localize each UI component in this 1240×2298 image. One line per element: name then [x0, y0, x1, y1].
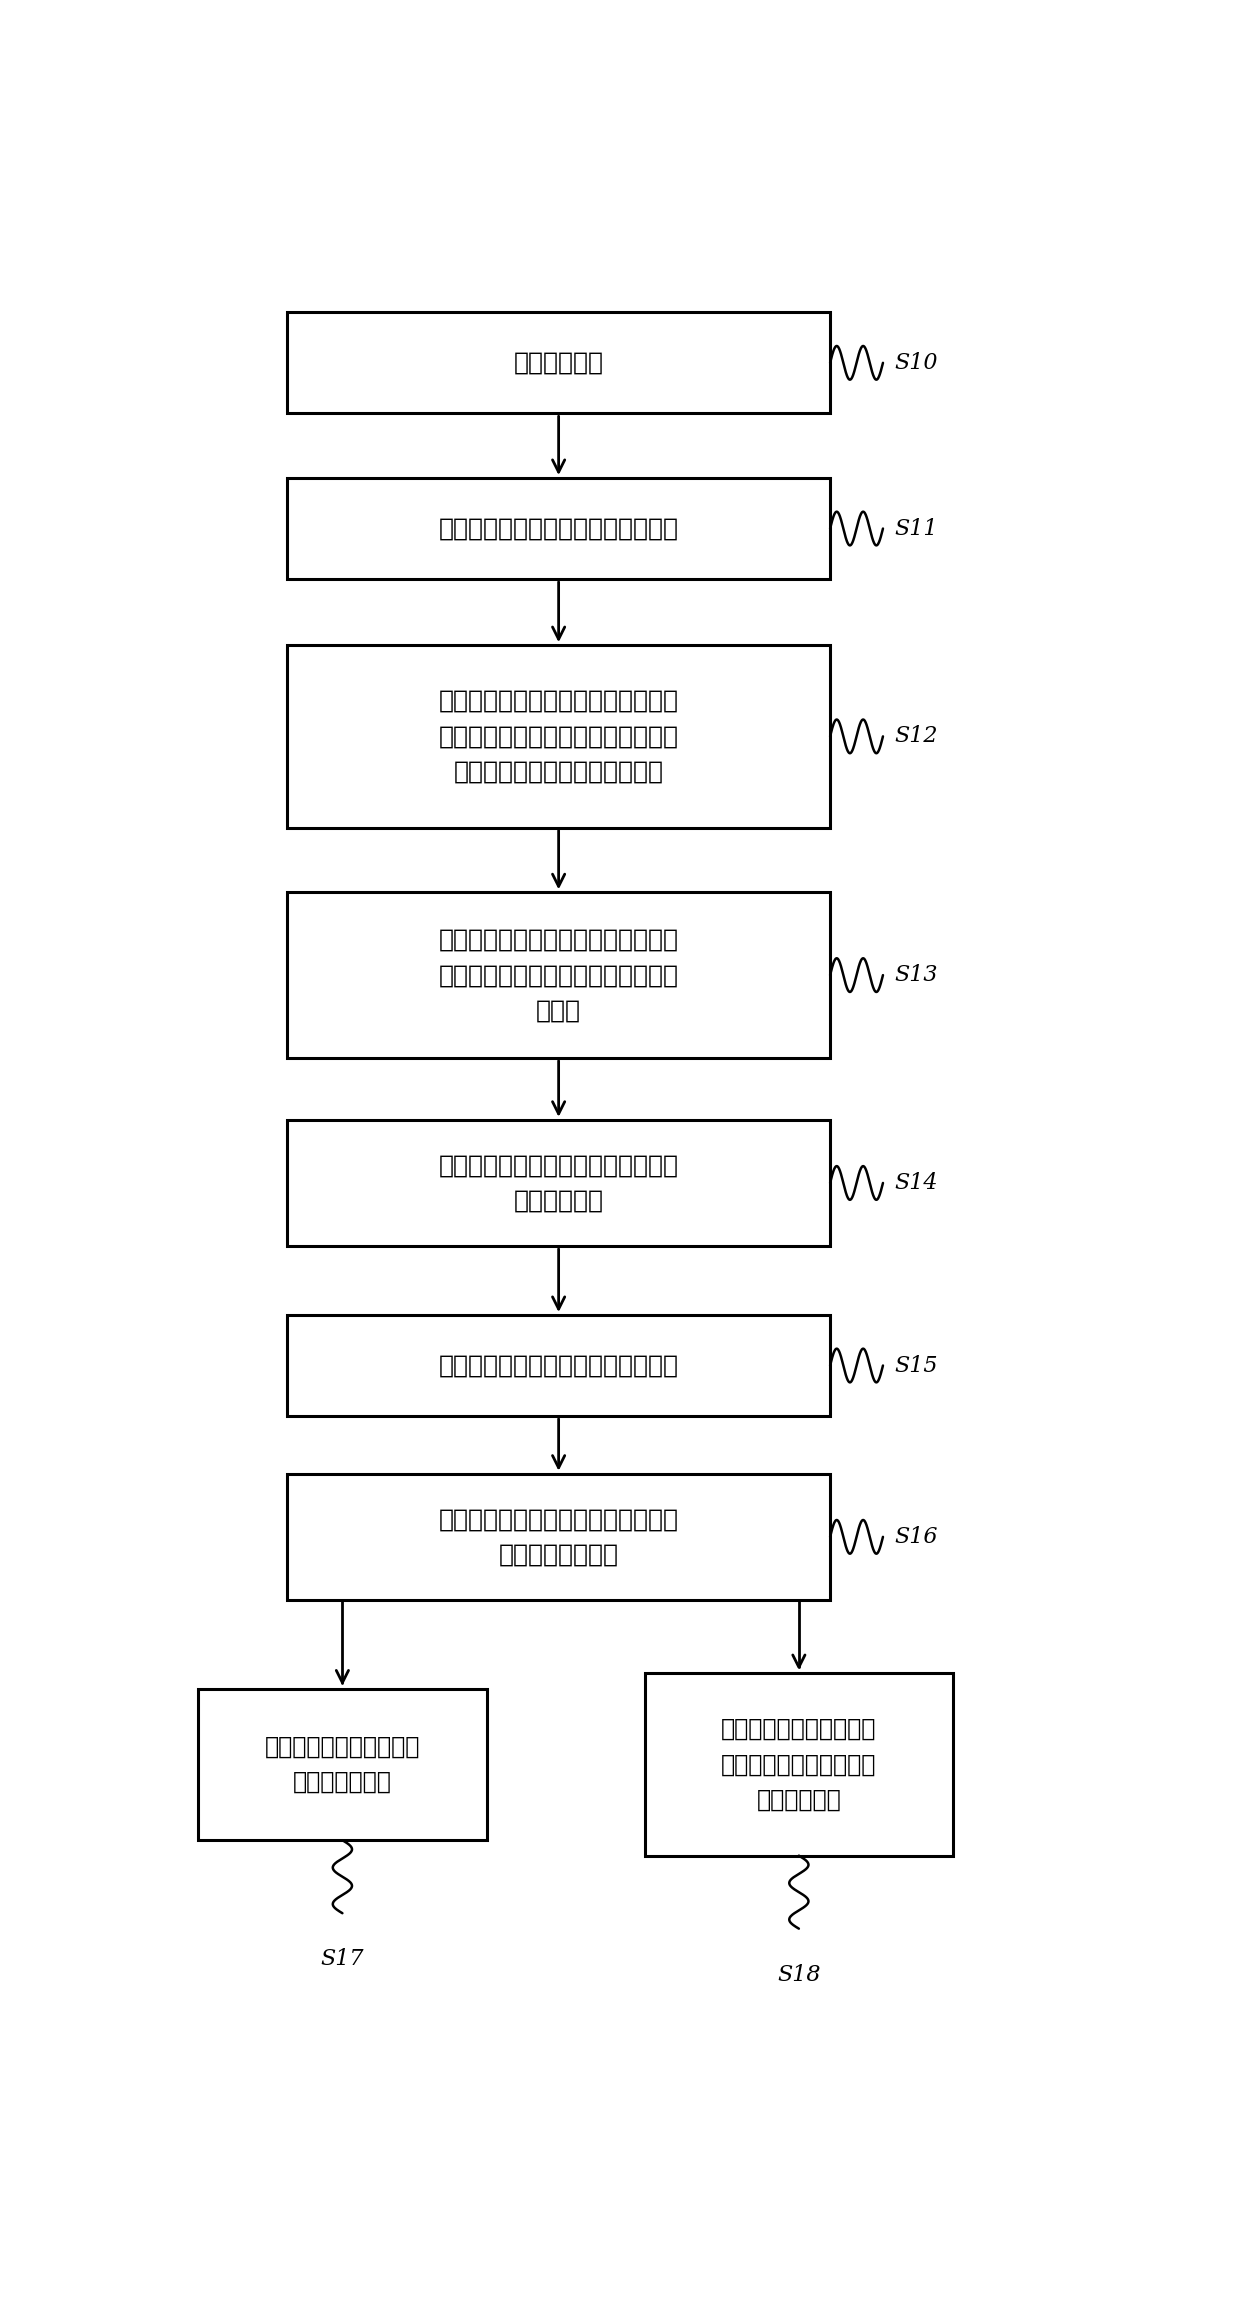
Text: 若所述当前湍流强度超过预设临界湍
流强度，则检测所述风电机组当前的
发电功率是否超过预设功率阈值: 若所述当前湍流强度超过预设临界湍 流强度，则检测所述风电机组当前的 发电功率是否… — [439, 689, 678, 784]
Text: 根据所述当前风速计算当前湍流强度: 根据所述当前风速计算当前湍流强度 — [439, 517, 678, 540]
FancyBboxPatch shape — [645, 1673, 952, 1857]
Text: S13: S13 — [894, 965, 937, 986]
FancyBboxPatch shape — [288, 1473, 830, 1599]
FancyBboxPatch shape — [288, 478, 830, 579]
Text: S18: S18 — [777, 1965, 821, 1985]
FancyBboxPatch shape — [288, 313, 830, 414]
FancyBboxPatch shape — [288, 1314, 830, 1416]
Text: 获取所述发电功率持续减小预设时间
后的实际风速: 获取所述发电功率持续减小预设时间 后的实际风速 — [439, 1154, 678, 1213]
Text: 若是，则调整所述风电机
组至原运行状态: 若是，则调整所述风电机 组至原运行状态 — [264, 1735, 420, 1795]
Text: 利用所述实际风速计算实际湍流强度: 利用所述实际风速计算实际湍流强度 — [439, 1354, 678, 1377]
Text: 获取当前风速: 获取当前风速 — [513, 352, 604, 375]
Text: S16: S16 — [894, 1526, 937, 1549]
Text: S10: S10 — [894, 352, 937, 375]
Text: S15: S15 — [894, 1354, 937, 1377]
FancyBboxPatch shape — [288, 1119, 830, 1246]
Text: S12: S12 — [894, 726, 937, 747]
Text: S17: S17 — [321, 1949, 365, 1969]
Text: S11: S11 — [894, 517, 937, 540]
Text: 若超过所述预设功率阈值，则通过降
低风电机组的电磁转矩来减小所述发
电功率: 若超过所述预设功率阈值，则通过降 低风电机组的电磁转矩来减小所述发 电功率 — [439, 928, 678, 1023]
FancyBboxPatch shape — [198, 1689, 486, 1841]
FancyBboxPatch shape — [288, 646, 830, 827]
FancyBboxPatch shape — [288, 892, 830, 1057]
Text: S14: S14 — [894, 1172, 937, 1195]
Text: 若否，则控制所述风电机
组运行在所述发电功率减
小之后的状态: 若否，则控制所述风电机 组运行在所述发电功率减 小之后的状态 — [722, 1717, 877, 1811]
Text: 检测所述实际湍流强度是否小于所述
预设临界湍流强度: 检测所述实际湍流强度是否小于所述 预设临界湍流强度 — [439, 1507, 678, 1567]
